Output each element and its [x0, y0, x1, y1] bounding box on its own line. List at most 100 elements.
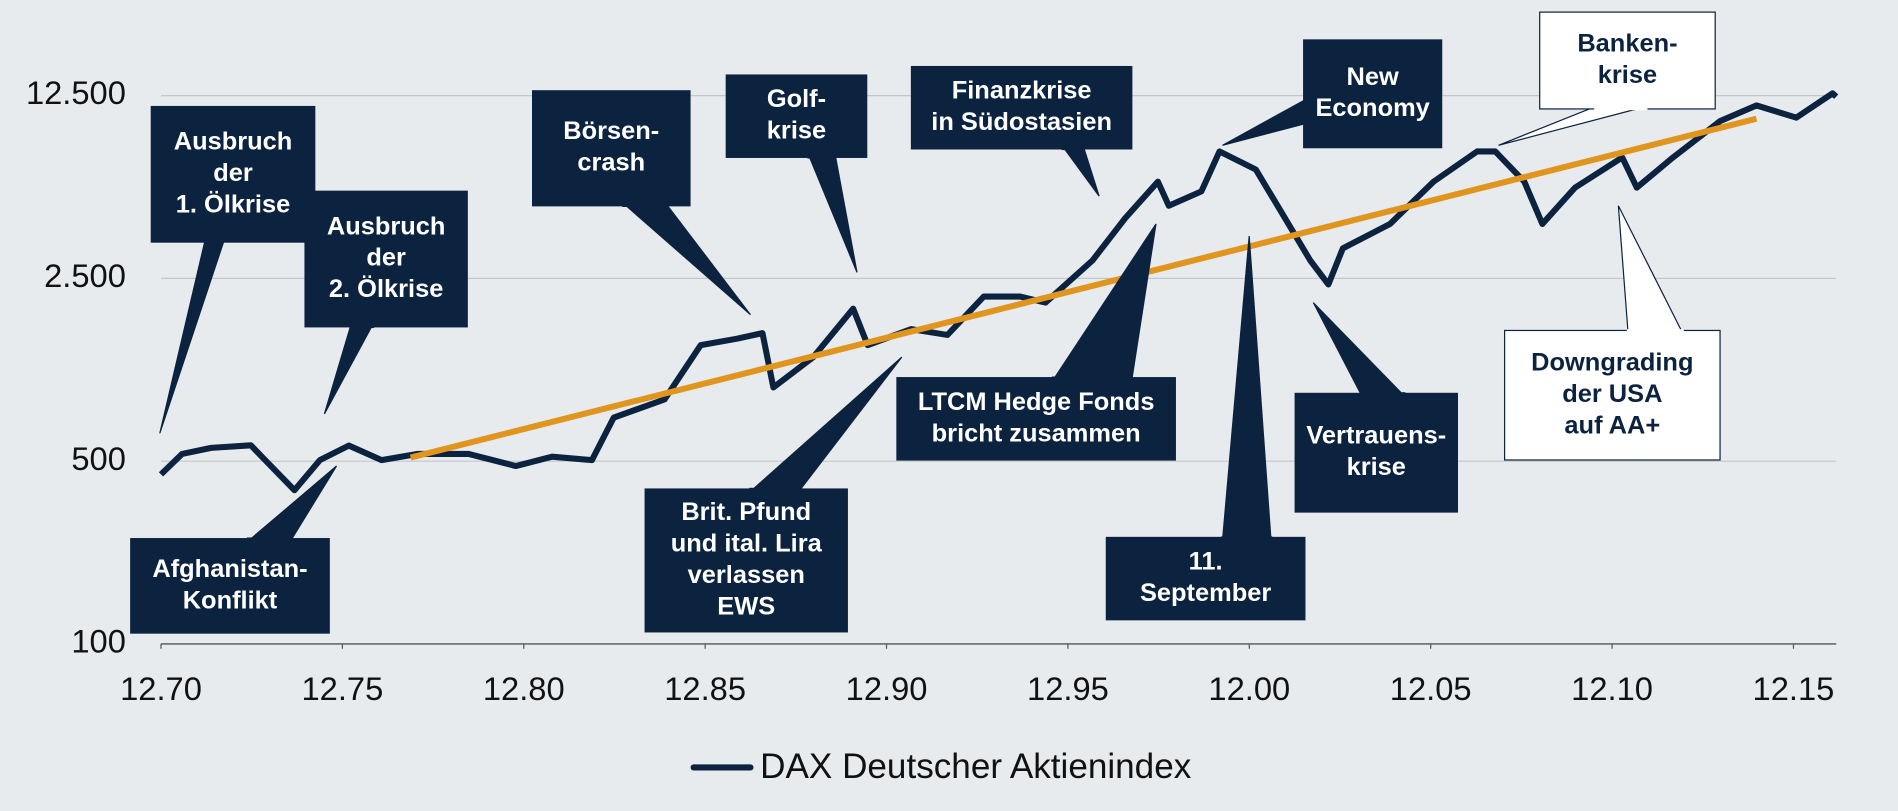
annotation-text: Börsen- [563, 117, 659, 145]
x-tick-label: 12.00 [1208, 670, 1290, 707]
annotation-box [1503, 329, 1721, 461]
annotation-box [725, 74, 868, 158]
annotation-seam [1221, 536, 1273, 544]
annotation-text: Downgrading [1531, 348, 1693, 376]
annotation-seam [1360, 392, 1406, 400]
annotation-box [1294, 392, 1458, 513]
annotation-text: Finanzkrise [952, 77, 1092, 105]
annotation: Börsen-crash [532, 90, 751, 316]
annotation-box [1303, 39, 1443, 149]
annotation-text: 1. Ölkrise [176, 189, 290, 218]
annotation: Golf-krise [725, 74, 868, 273]
annotation-seam [1594, 102, 1648, 111]
x-tick-label: 12.10 [1571, 670, 1653, 707]
annotation-seam [246, 537, 292, 545]
x-tick-label: 12.85 [664, 670, 746, 707]
annotation-seam [1304, 95, 1308, 128]
annotation-text: und ital. Lira [671, 529, 823, 557]
y-tick-label: 2.500 [44, 257, 126, 294]
annotation-text: in Südostasien [931, 108, 1112, 136]
annotation-text: der USA [1562, 380, 1662, 408]
annotation-box [304, 190, 468, 328]
annotation-pointer [323, 324, 374, 415]
annotation-box [130, 538, 330, 634]
x-tick-label: 12.75 [301, 670, 383, 707]
annotation-text: September [1140, 579, 1271, 607]
annotation-text: Ausbruch [327, 212, 446, 240]
annotation-pointer [1617, 205, 1684, 334]
annotation-pointer [622, 202, 751, 316]
annotation-pointer [750, 356, 903, 492]
annotation-pointer [1062, 146, 1100, 197]
annotation-text: verlassen [688, 561, 805, 589]
x-tick-label: 12.15 [1753, 670, 1835, 707]
annotation-text: bricht zusammen [932, 419, 1141, 447]
x-tick-label: 12.80 [483, 670, 565, 707]
annotation-pointer [808, 154, 858, 273]
annotation-text: auf AA+ [1564, 411, 1660, 439]
annotation-seam [622, 199, 667, 207]
annotation-pointer [1052, 223, 1157, 381]
trend-line [409, 115, 1758, 461]
annotation-box [532, 90, 691, 207]
legend-label: DAX Deutscher Aktienindex [760, 747, 1192, 786]
annotation-seam [1061, 142, 1085, 151]
annotation-seam [1626, 329, 1684, 337]
annotation-seam [349, 320, 375, 329]
annotation-text: Ausbruch [174, 128, 293, 156]
annotation-text: Banken- [1577, 30, 1677, 58]
x-tick-label: 12.95 [1027, 670, 1109, 707]
annotation-seam [1051, 376, 1133, 384]
annotation-text: der [213, 159, 253, 187]
annotation-pointer [159, 237, 226, 434]
annotation-pointer [1312, 302, 1405, 397]
annotation-pointer [1222, 98, 1307, 146]
annotation-seam [204, 233, 227, 241]
annotation: Afghanistan- Konflikt [130, 465, 338, 634]
annotation-text: krise [1347, 453, 1406, 481]
annotation: Brit. Pfund und ital. Lira verlassen EWS [644, 356, 903, 633]
annotation-text: Golf- [767, 85, 826, 113]
annotation-text: Afghanistan- [152, 555, 307, 583]
annotation-text: EWS [717, 592, 775, 620]
y-tick-label: 500 [71, 440, 126, 477]
annotation-text: Konflikt [183, 586, 278, 614]
annotation-box [150, 105, 316, 243]
annotation-pointer [1221, 235, 1272, 540]
x-tick-label: 12.70 [120, 670, 202, 707]
annotation-text: 2. Ölkrise [329, 274, 443, 303]
annotation-box [910, 65, 1133, 150]
annotation-seam [749, 487, 801, 496]
y-tick-label: 12.500 [26, 74, 126, 111]
annotation-text: krise [1598, 61, 1657, 89]
y-tick-label: 100 [71, 623, 126, 660]
annotation-text: Brit. Pfund [681, 498, 811, 526]
annotation-text: LTCM Hedge Fonds [918, 388, 1155, 416]
annotation-text: New [1347, 63, 1399, 91]
annotation-text: krise [767, 117, 826, 145]
annotation-text: Economy [1315, 94, 1429, 122]
annotation: LTCM Hedge Fonds bricht zusammen [896, 223, 1176, 461]
annotation-box [1105, 536, 1306, 621]
annotation: Banken-krise [1498, 11, 1716, 146]
x-tick-label: 12.90 [846, 670, 928, 707]
annotation-pointer [1498, 105, 1647, 146]
annotation: Finanzkrise in Südostasien [910, 65, 1133, 197]
x-tick-label: 12.05 [1390, 670, 1472, 707]
annotation: Downgrading der USA auf AA+ [1503, 205, 1721, 461]
annotation-text: 11. [1189, 548, 1223, 576]
annotation-pointer [247, 465, 338, 542]
annotation-text: Vertrauens- [1306, 422, 1446, 450]
annotation: New Economy [1222, 39, 1443, 149]
annotation: 11. September [1105, 235, 1306, 621]
annotation-seam [807, 151, 837, 159]
annotation-text: der [366, 244, 406, 272]
annotation-box [896, 377, 1176, 461]
annotation-box [644, 488, 848, 633]
annotation-text: crash [577, 149, 645, 177]
annotation: Vertrauens-krise [1294, 302, 1458, 513]
